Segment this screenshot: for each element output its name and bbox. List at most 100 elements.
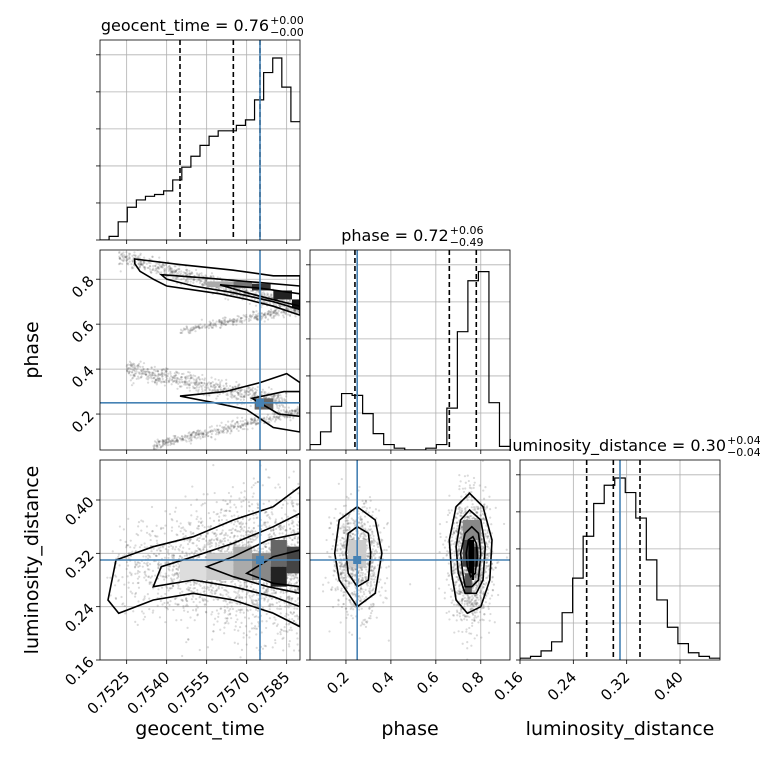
sample-point [194, 582, 197, 585]
sample-point [266, 293, 269, 297]
sample-point [176, 440, 179, 443]
sample-point [162, 368, 165, 371]
sample-point [219, 429, 223, 432]
sample-point [275, 312, 278, 315]
sample-point [172, 584, 175, 587]
sample-point [224, 610, 227, 613]
sample-point [216, 598, 219, 601]
sample-point [371, 510, 374, 513]
sample-point [164, 263, 168, 267]
sample-point [232, 394, 235, 398]
sample-point [167, 553, 170, 556]
sample-point [189, 538, 193, 541]
sample-point [284, 312, 287, 315]
sample-point [247, 540, 251, 543]
sample-point [253, 615, 256, 618]
sample-point [209, 525, 212, 528]
sample-point [193, 619, 196, 622]
sample-point [190, 589, 193, 593]
sample-point [196, 614, 199, 617]
sample-point [139, 261, 143, 264]
sample-point [113, 574, 117, 577]
sample-point [131, 582, 135, 585]
sample-point [283, 415, 286, 418]
sample-point [254, 315, 257, 319]
sample-point [270, 316, 273, 319]
sample-point [136, 561, 139, 564]
sample-point [123, 254, 126, 257]
sample-point [153, 381, 157, 384]
sample-point [146, 370, 149, 373]
sample-point [178, 380, 181, 383]
sample-point [201, 284, 204, 287]
sample-point [296, 588, 300, 591]
sample-point [192, 387, 195, 390]
truth-marker [256, 556, 264, 564]
sample-point [169, 268, 172, 271]
sample-point [233, 320, 236, 324]
sample-point [161, 373, 164, 376]
sample-point [155, 445, 158, 448]
sample-point [147, 266, 150, 269]
sample-point [272, 310, 275, 313]
sample-point [239, 316, 242, 319]
sample-point [225, 288, 228, 291]
sample-point [242, 295, 245, 298]
sample-point [140, 263, 143, 266]
sample-point [190, 436, 193, 439]
sample-point [291, 529, 294, 532]
sample-point [243, 525, 246, 529]
sample-point [286, 605, 289, 608]
sample-point [174, 270, 178, 273]
sample-point [128, 571, 132, 574]
sample-point [200, 433, 204, 436]
sample-point [365, 583, 369, 586]
sample-point [252, 421, 255, 424]
sample-point [201, 436, 204, 439]
sample-point [261, 620, 264, 623]
sample-point [297, 536, 300, 539]
sample-point [288, 595, 291, 599]
sample-point [121, 603, 124, 606]
sample-point [256, 318, 259, 321]
sample-point [278, 417, 281, 420]
sample-point [198, 279, 201, 282]
sample-point [126, 543, 129, 547]
sample-point [129, 363, 132, 366]
sample-point [189, 272, 192, 275]
sample-point [176, 268, 179, 271]
sample-point [153, 380, 157, 384]
sample-point [276, 415, 279, 418]
sample-point [297, 587, 300, 590]
sample-point [364, 578, 368, 581]
sample-point [173, 380, 176, 383]
title-name: phase [341, 226, 389, 245]
sample-point [241, 517, 245, 520]
sample-point [163, 268, 166, 271]
sample-point [144, 266, 147, 269]
panel-luminosity_distance-vs-geocent_time: 0.75250.75400.75550.75700.75850.160.240.… [61, 459, 301, 718]
sample-point [253, 603, 256, 606]
sample-point [152, 547, 155, 550]
sample-point [186, 626, 189, 629]
sample-point [266, 318, 270, 321]
sample-point [275, 601, 278, 604]
sample-point [186, 435, 189, 438]
sample-point [262, 313, 265, 316]
sample-point [132, 267, 135, 270]
sample-point [165, 574, 168, 577]
sample-point [167, 574, 170, 577]
sample-point [237, 393, 240, 396]
sample-point [198, 272, 201, 275]
sample-point [145, 579, 148, 582]
sample-point [145, 531, 149, 534]
contour-level [179, 372, 300, 433]
sample-point [240, 500, 243, 503]
sample-point [285, 597, 289, 600]
sample-point [372, 567, 376, 570]
sample-point [160, 264, 164, 267]
sample-point [293, 543, 296, 546]
sample-point [233, 385, 237, 388]
sample-point [208, 545, 211, 549]
sample-point [166, 374, 169, 377]
